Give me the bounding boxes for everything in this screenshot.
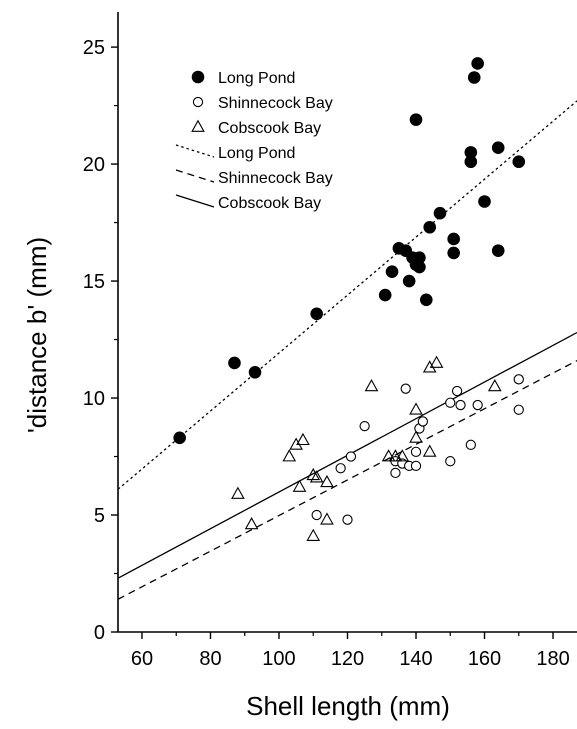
point-shinnecock-bay	[417, 416, 429, 427]
point-long-pond	[173, 431, 186, 445]
point-shinnecock-bay	[445, 397, 456, 408]
point-shinnecock-bay	[410, 460, 422, 472]
y-tick-label: 20	[83, 154, 105, 176]
point-cobscook-bay	[306, 528, 321, 541]
point-shinnecock-bay	[359, 420, 370, 432]
legend-marker-long-pond	[191, 70, 205, 84]
point-shinnecock-bay	[513, 374, 524, 385]
point-long-pond	[385, 265, 399, 278]
legend-marker-cobscook-bay	[191, 119, 205, 132]
point-shinnecock-bay	[410, 446, 422, 457]
point-long-pond	[419, 293, 433, 307]
point-cobscook-bay	[320, 512, 334, 525]
point-shinnecock-bay	[311, 509, 322, 521]
point-long-pond	[310, 307, 323, 321]
legend-label: Shinnecock Bay	[218, 170, 333, 187]
point-long-pond	[228, 356, 241, 370]
legend-label: Cobscook Bay	[218, 120, 321, 137]
point-cobscook-bay	[381, 449, 396, 462]
point-cobscook-bay	[292, 479, 307, 492]
point-shinnecock-bay	[513, 404, 524, 415]
point-cobscook-bay	[231, 486, 245, 499]
point-cobscook-bay	[429, 355, 444, 368]
point-long-pond	[447, 232, 460, 246]
point-cobscook-bay	[409, 402, 423, 415]
point-long-pond	[378, 288, 392, 302]
point-long-pond	[433, 206, 447, 220]
point-shinnecock-bay	[445, 456, 456, 467]
y-tick-label: 10	[83, 388, 105, 410]
regression-line-long-pond	[118, 100, 577, 490]
point-long-pond	[491, 141, 505, 154]
point-long-pond	[413, 251, 426, 264]
point-long-pond	[512, 155, 526, 169]
legend-label: Cobscook Bay	[218, 195, 321, 212]
point-cobscook-bay	[282, 449, 297, 462]
legend-line-shinnecock-bay	[175, 169, 215, 183]
point-long-pond	[491, 244, 505, 257]
point-cobscook-bay	[487, 379, 502, 392]
point-shinnecock-bay	[400, 383, 411, 394]
point-shinnecock-bay	[390, 467, 401, 479]
point-long-pond	[402, 274, 416, 288]
legend-label: Shinnecock Bay	[218, 95, 333, 112]
y-axis-title: 'distance b' (mm)	[22, 237, 52, 433]
point-cobscook-bay	[296, 432, 310, 446]
point-cobscook-bay	[395, 449, 410, 462]
x-tick-label: 60	[131, 648, 153, 670]
legend-line-long-pond	[175, 144, 215, 158]
x-tick-label: 180	[536, 648, 569, 670]
point-long-pond	[471, 57, 484, 70]
x-tick-label: 80	[199, 648, 221, 670]
point-long-pond	[423, 220, 437, 234]
legend-label: Long Pond	[218, 70, 295, 87]
point-cobscook-bay	[306, 467, 321, 481]
point-shinnecock-bay	[455, 399, 466, 411]
y-tick-label: 25	[83, 37, 105, 59]
point-long-pond	[464, 155, 478, 169]
point-shinnecock-bay	[335, 463, 346, 474]
point-long-pond	[447, 246, 460, 260]
point-long-pond	[409, 113, 423, 126]
point-shinnecock-bay	[472, 399, 483, 411]
x-tick-label: 100	[262, 648, 295, 670]
point-cobscook-bay	[388, 449, 403, 462]
point-cobscook-bay	[364, 379, 379, 392]
y-tick-label: 5	[94, 505, 105, 527]
point-long-pond	[248, 366, 262, 379]
point-cobscook-bay	[320, 474, 334, 488]
point-shinnecock-bay	[465, 439, 476, 450]
point-cobscook-bay	[244, 517, 259, 530]
y-tick-label: 15	[83, 271, 105, 293]
x-tick-label: 120	[331, 648, 364, 670]
point-cobscook-bay	[309, 470, 324, 483]
point-shinnecock-bay	[342, 514, 353, 525]
y-tick-label: 0	[94, 622, 105, 644]
point-cobscook-bay	[289, 437, 303, 450]
point-long-pond	[478, 195, 491, 208]
point-long-pond	[467, 71, 481, 84]
x-tick-label: 160	[468, 648, 501, 670]
point-cobscook-bay	[409, 430, 423, 443]
x-axis-title: Shell length (mm)	[246, 691, 450, 721]
x-tick-label: 140	[399, 648, 432, 670]
point-cobscook-bay	[422, 444, 437, 457]
point-shinnecock-bay	[451, 385, 463, 397]
legend-label: Long Pond	[218, 145, 295, 162]
point-shinnecock-bay	[345, 451, 357, 462]
point-cobscook-bay	[422, 360, 437, 373]
legend-line-cobscook-bay	[175, 194, 215, 208]
legend-marker-shinnecock-bay	[192, 96, 204, 108]
regression-line-shinnecock-bay	[118, 360, 577, 600]
